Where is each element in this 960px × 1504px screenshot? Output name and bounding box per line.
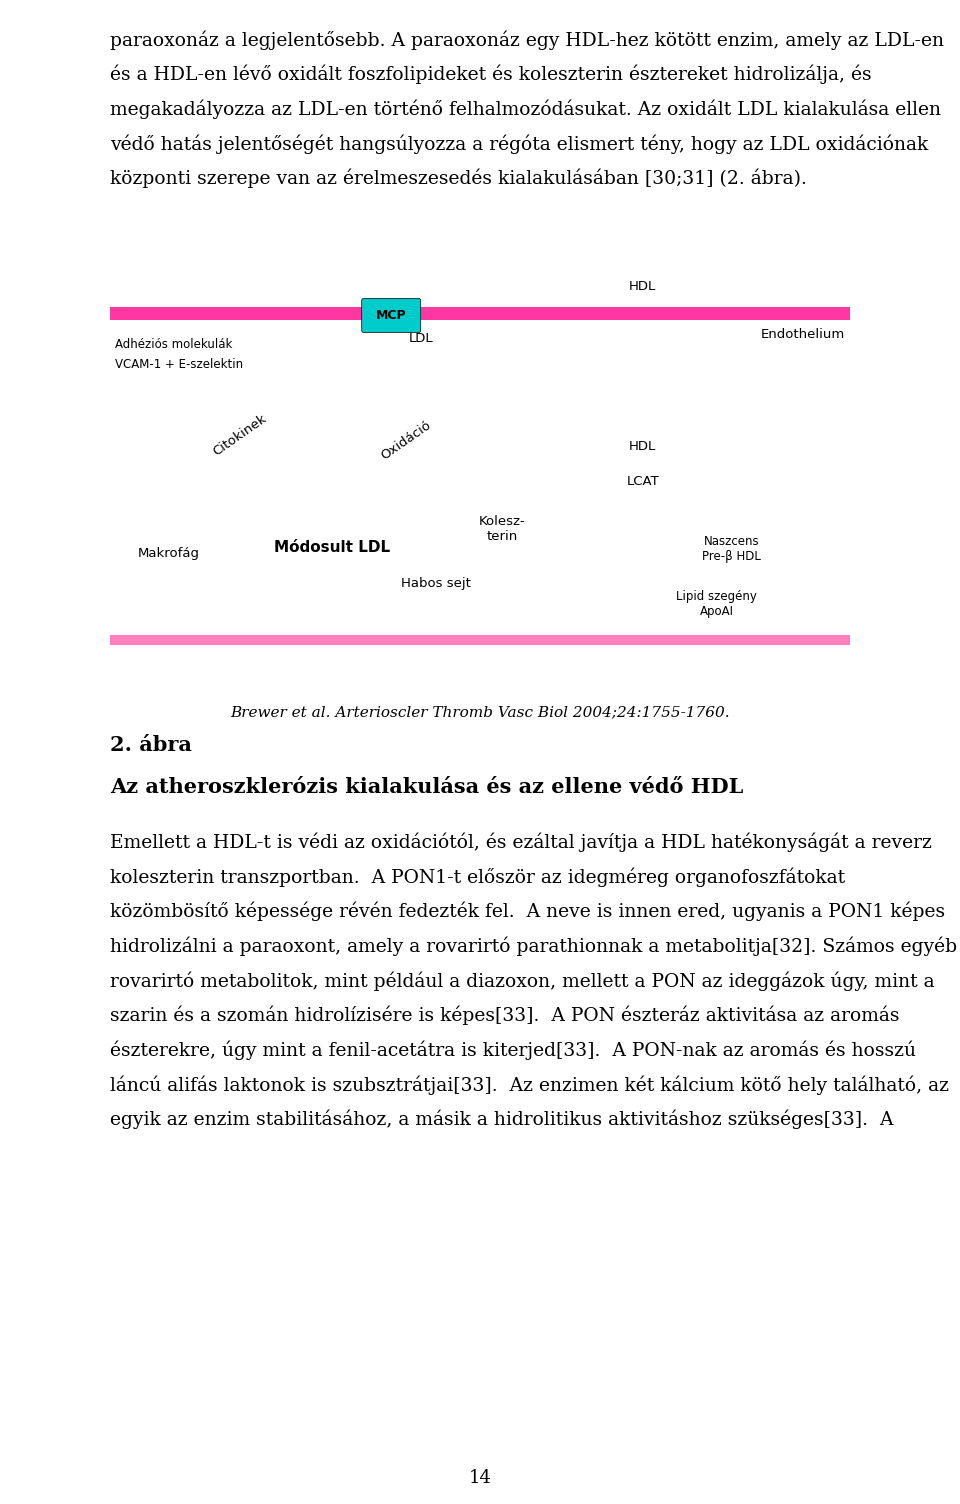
- Text: LDL: LDL: [409, 332, 433, 346]
- Text: védő hatás jelentőségét hangsúlyozza a régóta elismert tény, hogy az LDL oxidáci: védő hatás jelentőségét hangsúlyozza a r…: [110, 134, 928, 153]
- Text: rovarirtó metabolitok, mint például a diazoxon, mellett a PON az ideggázok úgy, : rovarirtó metabolitok, mint például a di…: [110, 972, 935, 991]
- Text: Makrofág: Makrofág: [138, 547, 201, 561]
- Bar: [110, 636, 850, 645]
- Text: Adhéziós molekulák: Adhéziós molekulák: [115, 338, 232, 352]
- Text: megakadályozza az LDL-en történő felhalmozódásukat. Az oxidált LDL kialakulása e: megakadályozza az LDL-en történő felhalm…: [110, 99, 941, 119]
- Text: paraoxonáz a legjelentősebb. A paraoxonáz egy HDL-hez kötött enzim, amely az LDL: paraoxonáz a legjelentősebb. A paraoxoná…: [110, 30, 944, 50]
- Text: HDL: HDL: [629, 280, 657, 293]
- Text: Naszcens
Pre-β HDL: Naszcens Pre-β HDL: [702, 535, 761, 564]
- Text: koleszterin transzportban.  A PON1-t először az idegméreg organofoszfátokat: koleszterin transzportban. A PON1-t elős…: [110, 868, 845, 887]
- Text: MCP: MCP: [376, 308, 406, 322]
- Text: Habos sejt: Habos sejt: [400, 578, 470, 591]
- Text: Módosult LDL: Módosult LDL: [274, 540, 390, 555]
- Text: Az atheroszklerózis kialakulása és az ellene védő HDL: Az atheroszklerózis kialakulása és az el…: [110, 778, 743, 797]
- Text: Kolesz-
terin: Kolesz- terin: [479, 516, 525, 543]
- Text: VCAM-1 + E-szelektin: VCAM-1 + E-szelektin: [115, 358, 243, 371]
- Text: HDL: HDL: [629, 441, 657, 454]
- Text: 14: 14: [468, 1469, 492, 1487]
- Text: Lipid szegény
ApoAI: Lipid szegény ApoAI: [677, 591, 757, 618]
- Text: Brewer et al. Arterioscler Thromb Vasc Biol 2004;24:1755-1760.: Brewer et al. Arterioscler Thromb Vasc B…: [230, 705, 730, 719]
- Text: 2. ábra: 2. ábra: [110, 735, 192, 755]
- Bar: [110, 256, 850, 690]
- Text: és a HDL-en lévő oxidált foszfolipideket és koleszterin észtereket hidrolizálja,: és a HDL-en lévő oxidált foszfolipideket…: [110, 65, 872, 84]
- FancyBboxPatch shape: [362, 298, 420, 332]
- Text: hidrolizálni a paraoxont, amely a rovarirtó parathionnak a metabolitja[32]. Szám: hidrolizálni a paraoxont, amely a rovari…: [110, 937, 957, 957]
- Text: közömbösítő képessége révén fedezték fel.  A neve is innen ered, ugyanis a PON1 : közömbösítő képessége révén fedezték fel…: [110, 902, 946, 922]
- Text: Endothelium: Endothelium: [760, 328, 845, 341]
- Text: Citokinek: Citokinek: [210, 412, 269, 459]
- Text: LCAT: LCAT: [627, 475, 660, 489]
- Text: szarin és a szomán hidrolízisére is képes[33].  A PON észteráz aktivitása az aro: szarin és a szomán hidrolízisére is képe…: [110, 1006, 900, 1026]
- Text: egyik az enzim stabilitásához, a másik a hidrolitikus aktivitáshoz szükséges[33]: egyik az enzim stabilitásához, a másik a…: [110, 1110, 894, 1130]
- Text: Oxidáció: Oxidáció: [378, 418, 434, 462]
- Text: észterekre, úgy mint a fenil-acetátra is kiterjed[33].  A PON-nak az aromás és h: észterekre, úgy mint a fenil-acetátra is…: [110, 1041, 916, 1060]
- Text: láncú alifás laktonok is szubsztrátjai[33].  Az enzimen két kálcium kötő hely ta: láncú alifás laktonok is szubsztrátjai[3…: [110, 1075, 949, 1095]
- Text: központi szerepe van az érelmeszesedés kialakulásában [30;31] (2. ábra).: központi szerepe van az érelmeszesedés k…: [110, 168, 806, 188]
- Text: Emellett a HDL-t is védi az oxidációtól, és ezáltal javítja a HDL hatékonyságát : Emellett a HDL-t is védi az oxidációtól,…: [110, 833, 932, 851]
- Bar: [110, 307, 850, 320]
